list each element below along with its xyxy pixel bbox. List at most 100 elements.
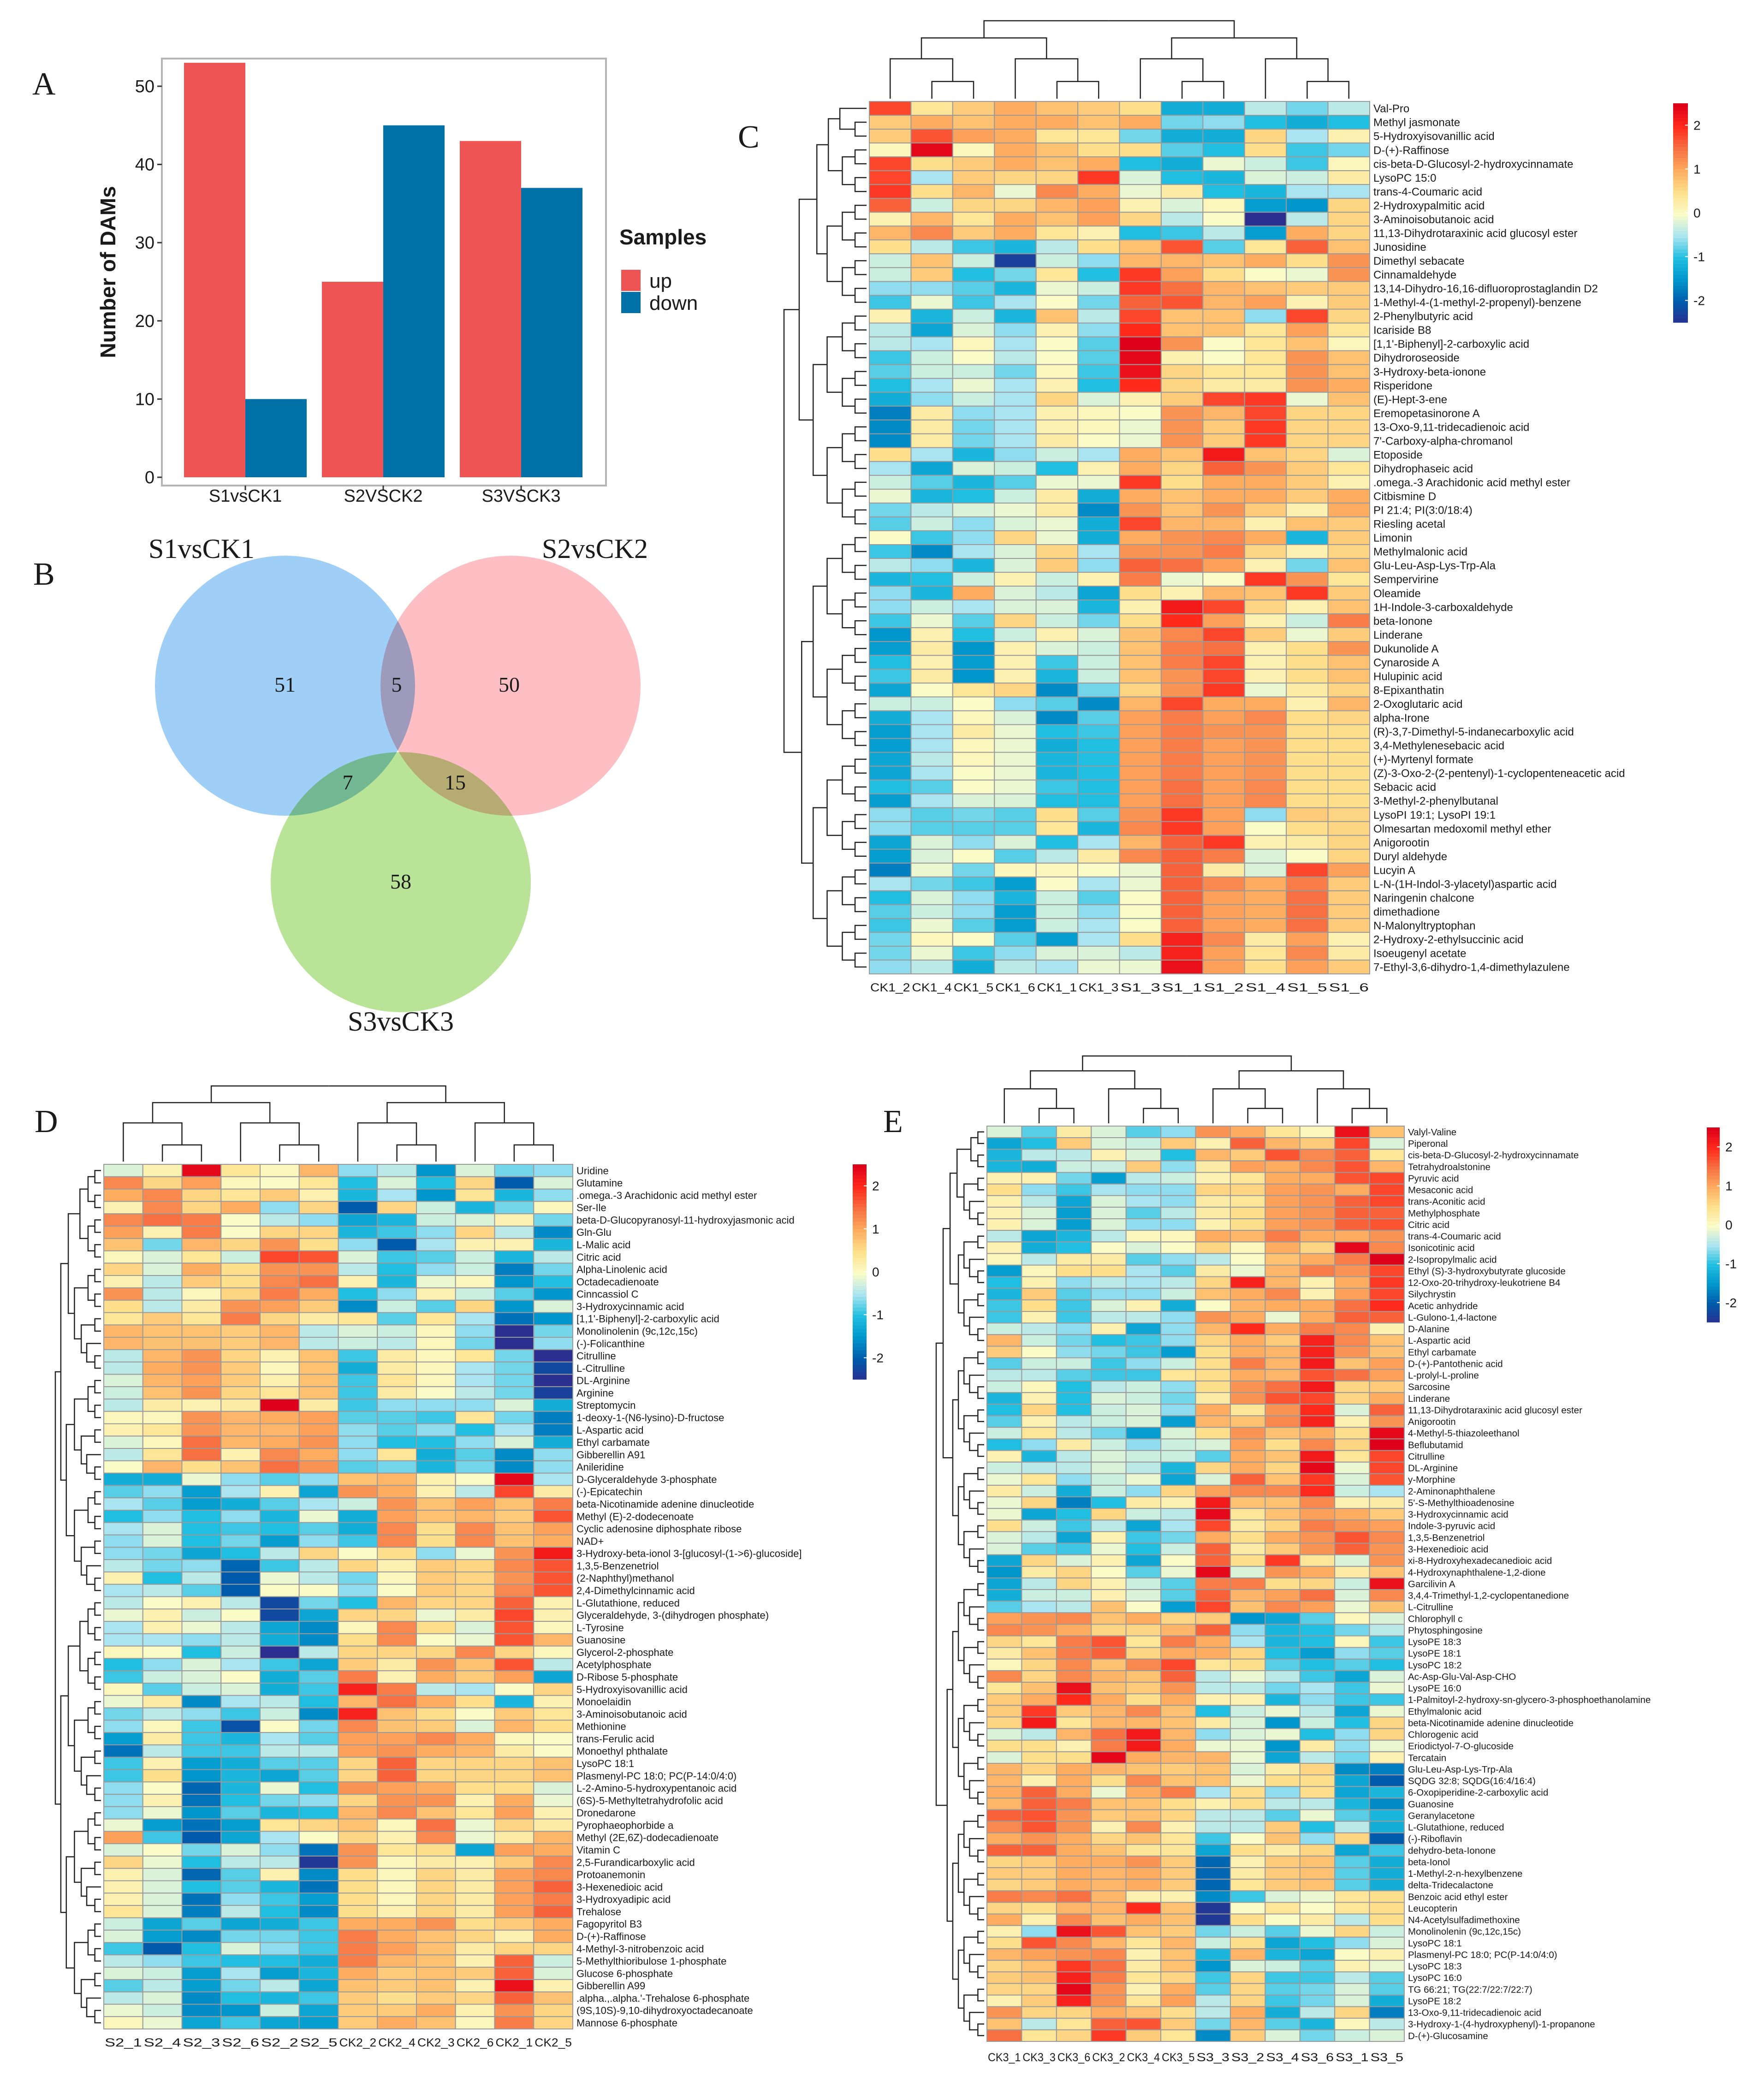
heatmap-cell xyxy=(1160,724,1204,739)
heatmap-cell xyxy=(1369,1334,1405,1347)
heatmap-cell xyxy=(1021,1960,1057,1973)
heatmap-cell xyxy=(1091,1983,1127,1996)
row-label: 1,3,5-Benzenetriol xyxy=(1408,1532,1485,1543)
column-label: S3_5 xyxy=(1371,2051,1403,2064)
heatmap-cell xyxy=(1327,129,1370,144)
heatmap-cell xyxy=(1229,1589,1266,1602)
heatmap-cell xyxy=(1299,1183,1336,1196)
heatmap-cell xyxy=(1035,198,1079,213)
heatmap-cell xyxy=(298,1213,339,1227)
heatmap-cell xyxy=(952,101,995,116)
heatmap-cell xyxy=(1021,1183,1057,1196)
heatmap-cell xyxy=(260,1707,300,1721)
heatmap-cell xyxy=(1229,1473,1266,1486)
colorbar-tick-label: -1 xyxy=(1725,1257,1737,1271)
dendrogram-branch xyxy=(854,572,867,580)
dendrogram-branch xyxy=(783,531,802,753)
colorbar-step xyxy=(1673,300,1688,305)
heatmap-cell xyxy=(1091,2006,1127,2019)
dendrogram-branch xyxy=(152,1122,183,1145)
heatmap-cell xyxy=(494,1250,535,1264)
heatmap-cell xyxy=(260,1361,300,1375)
heatmap-cell xyxy=(1229,1276,1266,1289)
colorbar-step xyxy=(1707,1205,1720,1209)
heatmap-cell xyxy=(142,1386,183,1400)
heatmap-cell xyxy=(455,1942,495,1956)
row-label: 1-Methyl-4-(1-methyl-2-propenyl)-benzene xyxy=(1373,297,1581,309)
dendrogram-branch xyxy=(60,1804,66,1913)
heatmap-cell xyxy=(455,1621,495,1634)
colorbar-step xyxy=(1707,1302,1720,1306)
row-label: Anigorootin xyxy=(1408,1417,1456,1427)
heatmap-cell xyxy=(1160,198,1204,213)
heatmap-cell xyxy=(103,1559,143,1572)
heatmap-cell xyxy=(1334,1276,1370,1289)
row-label: Pyrophaeophorbide a xyxy=(576,1820,674,1831)
dendrogram-branch xyxy=(854,786,867,794)
heatmap-cell xyxy=(1244,572,1287,587)
row-label: 5-Hydroxyisovanillic acid xyxy=(576,1684,688,1695)
heatmap-cell xyxy=(1265,1890,1301,1903)
heatmap-cell xyxy=(1229,1287,1266,1300)
dendrogram-branch xyxy=(854,121,867,130)
heatmap-cell xyxy=(1265,1971,1301,1984)
row-label: L-Gulono-1,4-lactone xyxy=(1408,1312,1497,1323)
dendrogram-branch xyxy=(783,309,799,531)
heatmap-cell xyxy=(338,1584,378,1597)
heatmap-cell xyxy=(260,1670,300,1684)
row-label: 13,14-Dihydro-16,16-difluoroprostaglandi… xyxy=(1373,283,1598,295)
colorbar-tick-label: 0 xyxy=(1693,206,1701,220)
heatmap-cell xyxy=(1369,1323,1405,1335)
dendrogram-branch xyxy=(969,1326,978,1335)
heatmap-cell xyxy=(1035,738,1079,753)
heatmap-cell xyxy=(910,835,953,850)
heatmap-cell xyxy=(260,1818,300,1832)
colorbar-step xyxy=(1673,198,1688,202)
heatmap-cell xyxy=(952,156,995,172)
heatmap-cell xyxy=(910,641,953,656)
colorbar-tick-label: -1 xyxy=(872,1308,884,1322)
dendrogram-branch xyxy=(963,1834,970,1848)
heatmap-cell xyxy=(142,1769,183,1783)
heatmap-cell xyxy=(1299,1612,1336,1625)
heatmap-cell xyxy=(1265,1323,1301,1335)
heatmap-cell xyxy=(142,1287,183,1301)
colorbar-step xyxy=(1673,231,1688,235)
heatmap-cell xyxy=(377,1176,417,1190)
heatmap-cell xyxy=(986,2006,1022,2019)
heatmap-cell xyxy=(1077,447,1120,462)
heatmap-cell xyxy=(1369,1369,1405,1382)
heatmap-cell xyxy=(220,1584,261,1597)
heatmap-cell xyxy=(1244,862,1287,878)
heatmap-cell xyxy=(1202,322,1245,338)
heatmap-cell xyxy=(1244,322,1287,338)
heatmap-cell xyxy=(1077,613,1120,629)
row-label: D-Ribose 5-phosphate xyxy=(576,1672,678,1683)
heatmap-cell xyxy=(1265,1508,1301,1521)
heatmap-cell xyxy=(910,779,953,795)
heatmap-cell xyxy=(1229,1427,1266,1440)
heatmap-cell xyxy=(377,1756,417,1770)
heatmap-cell xyxy=(1091,1126,1127,1139)
colorbar-step xyxy=(853,1179,867,1183)
dendrogram-branch xyxy=(977,1270,984,1277)
dendrogram-branch xyxy=(1307,81,1328,99)
heatmap-cell xyxy=(220,1769,261,1783)
heatmap-cell xyxy=(1160,904,1204,919)
heatmap-cell xyxy=(952,613,995,629)
heatmap-cell xyxy=(986,1797,1022,1810)
heatmap-cell xyxy=(416,1485,456,1499)
dendrogram-branch xyxy=(963,1255,970,1269)
heatmap-cell xyxy=(1334,1241,1370,1254)
heatmap-cell xyxy=(1035,295,1079,310)
heatmap-cell xyxy=(1202,350,1245,365)
heatmap-cell xyxy=(910,765,953,781)
heatmap-cell xyxy=(260,1892,300,1906)
heatmap-cell xyxy=(298,1954,339,1968)
heatmap-cell xyxy=(1229,1346,1266,1358)
row-label: 2-Aminonaphthalene xyxy=(1408,1486,1495,1497)
heatmap-cell xyxy=(1160,1762,1196,1776)
dendrogram-branch xyxy=(977,1450,984,1457)
heatmap-cell xyxy=(1229,2017,1266,2030)
heatmap-cell xyxy=(494,1485,535,1499)
